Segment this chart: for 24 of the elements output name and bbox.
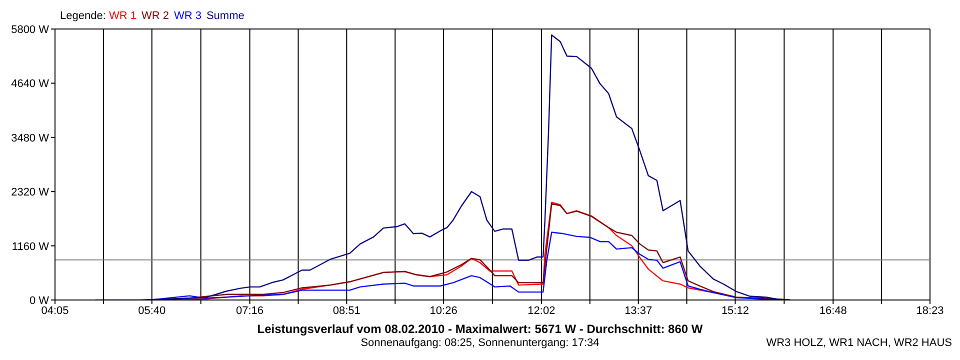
x-tick-label: 07:16	[236, 304, 264, 317]
text: WR 3	[174, 10, 202, 22]
text: Leistungsverlauf vom 08.02.2010 - Maximalwert: 5671 W - Durchschnitt: 860 W	[256, 322, 704, 336]
y-tick-label: 1160 W	[12, 240, 50, 253]
text: WR3 HOLZ, WR1 NACH, WR2 HAUS	[766, 337, 952, 349]
x-tick-label: 16:48	[819, 304, 847, 317]
text: Summe	[206, 10, 244, 22]
text: WR 2	[141, 10, 169, 22]
y-tick-label: 5800 W	[11, 24, 50, 36]
y-tick-label: 3480 W	[11, 132, 50, 144]
y-tick-label: 2320 W	[11, 186, 50, 199]
x-tick-label: 04:05	[41, 304, 69, 317]
x-tick-label: 13:37	[624, 304, 652, 317]
y-tick-label: 0 W	[29, 295, 50, 307]
y-tick-label: 4640 W	[11, 78, 50, 90]
text: WR 1	[108, 10, 136, 22]
x-tick-label: 08:51	[332, 304, 360, 317]
legend-title: Legende:	[60, 10, 107, 22]
x-tick-label: 05:40	[138, 304, 166, 317]
text: Sonnenaufgang: 08:25, Sonnenuntergang: 17:34	[360, 337, 600, 349]
x-tick-label: 10:26	[430, 304, 458, 317]
x-tick-label: 18:23	[916, 304, 944, 317]
x-tick-label: 12:02	[528, 304, 556, 317]
x-tick-label: 15:12	[721, 304, 749, 317]
